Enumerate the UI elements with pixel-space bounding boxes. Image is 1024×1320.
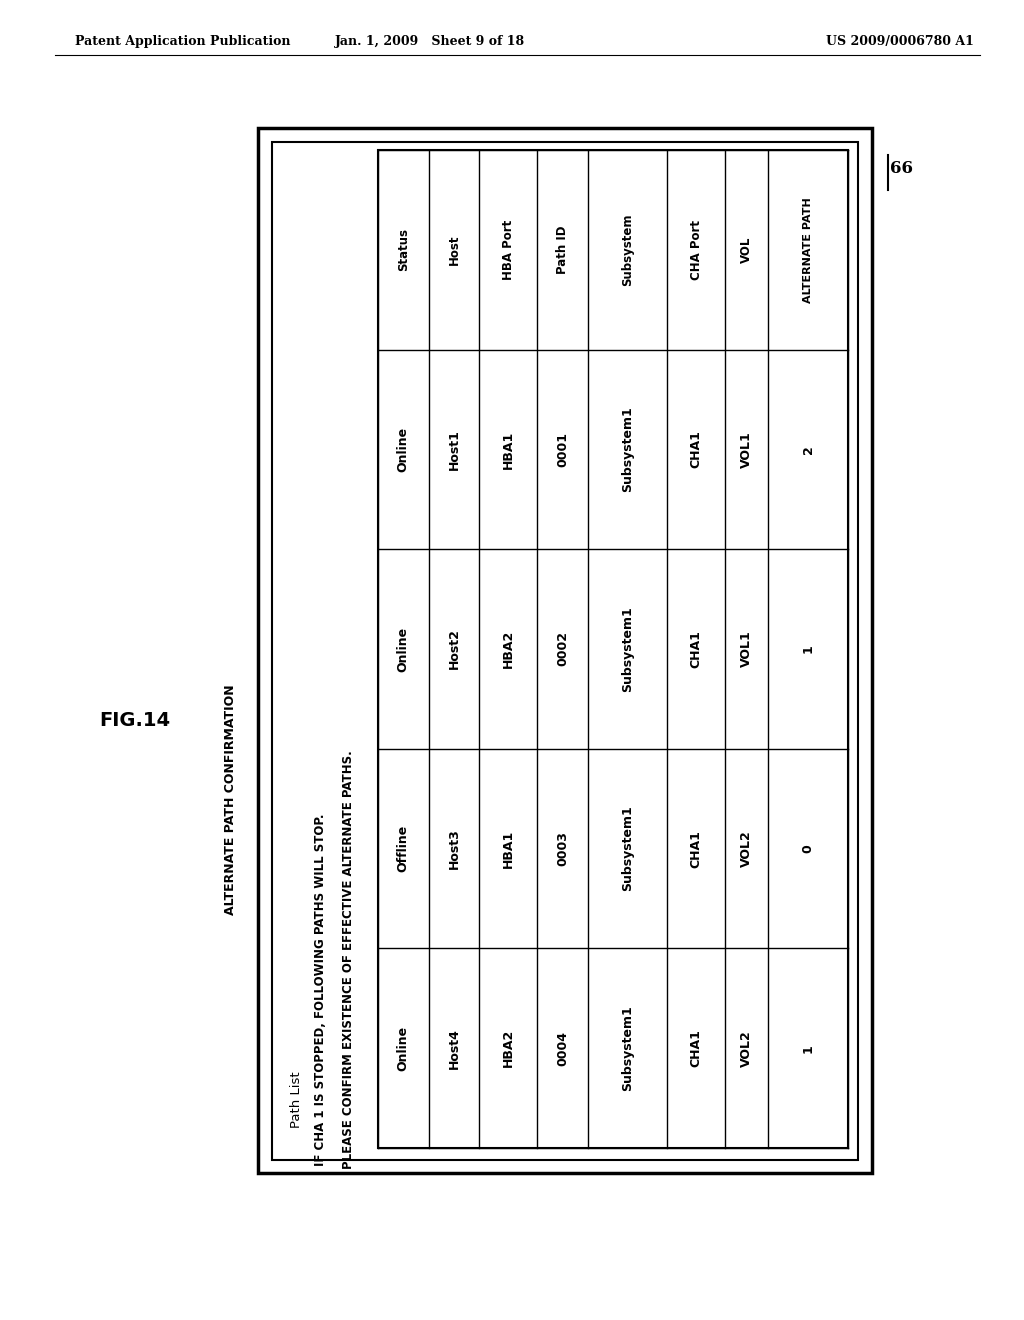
Text: 0004: 0004 bbox=[556, 1031, 569, 1065]
Text: Online: Online bbox=[397, 426, 410, 473]
Text: ALTERNATE PATH: ALTERNATE PATH bbox=[803, 197, 813, 302]
Text: VOL2: VOL2 bbox=[740, 1030, 754, 1067]
Text: Subsystem1: Subsystem1 bbox=[621, 407, 634, 492]
Text: FIG.14: FIG.14 bbox=[99, 710, 171, 730]
Text: HBA Port: HBA Port bbox=[502, 219, 515, 280]
Text: CHA1: CHA1 bbox=[689, 430, 702, 469]
Text: Host3: Host3 bbox=[447, 828, 461, 869]
Text: HBA1: HBA1 bbox=[502, 829, 515, 867]
Text: IF CHA 1 IS STOPPED, FOLLOWING PATHS WILL STOP.: IF CHA 1 IS STOPPED, FOLLOWING PATHS WIL… bbox=[313, 813, 327, 1167]
Text: Online: Online bbox=[397, 1026, 410, 1071]
Text: Online: Online bbox=[397, 627, 410, 672]
Bar bbox=[378, 150, 848, 1148]
Text: VOL1: VOL1 bbox=[740, 432, 754, 467]
Text: CHA1: CHA1 bbox=[689, 830, 702, 867]
Text: 1: 1 bbox=[802, 1044, 815, 1052]
Text: 0001: 0001 bbox=[556, 432, 569, 467]
Text: CHA1: CHA1 bbox=[689, 630, 702, 668]
Text: VOL2: VOL2 bbox=[740, 830, 754, 867]
Text: Subsystem1: Subsystem1 bbox=[621, 805, 634, 891]
Text: Path List: Path List bbox=[290, 1072, 303, 1129]
Text: Jan. 1, 2009   Sheet 9 of 18: Jan. 1, 2009 Sheet 9 of 18 bbox=[335, 36, 525, 49]
Text: Path ID: Path ID bbox=[556, 226, 569, 275]
Text: 66: 66 bbox=[890, 160, 913, 177]
Text: VOL: VOL bbox=[740, 236, 754, 263]
Text: CHA Port: CHA Port bbox=[689, 220, 702, 280]
Text: CHA1: CHA1 bbox=[689, 1030, 702, 1067]
Text: HBA2: HBA2 bbox=[502, 630, 515, 668]
Text: Subsystem1: Subsystem1 bbox=[621, 1006, 634, 1092]
Text: Subsystem: Subsystem bbox=[621, 214, 634, 286]
Text: 2: 2 bbox=[802, 445, 815, 454]
Text: Offline: Offline bbox=[397, 825, 410, 873]
Text: Subsystem1: Subsystem1 bbox=[621, 606, 634, 692]
Text: Host1: Host1 bbox=[447, 429, 461, 470]
Text: 0: 0 bbox=[802, 845, 815, 853]
Bar bbox=[258, 128, 872, 1173]
Text: HBA2: HBA2 bbox=[502, 1030, 515, 1068]
Text: Status: Status bbox=[397, 228, 410, 272]
Text: Patent Application Publication: Patent Application Publication bbox=[75, 36, 291, 49]
Bar bbox=[272, 143, 858, 1160]
Text: Host: Host bbox=[447, 235, 461, 265]
Text: 0002: 0002 bbox=[556, 631, 569, 667]
Text: Host4: Host4 bbox=[447, 1028, 461, 1069]
Text: VOL1: VOL1 bbox=[740, 631, 754, 668]
Text: 1: 1 bbox=[802, 644, 815, 653]
Text: 0003: 0003 bbox=[556, 832, 569, 866]
Text: PLEASE CONFIRM EXISTENCE OF EFFECTIVE ALTERNATE PATHS.: PLEASE CONFIRM EXISTENCE OF EFFECTIVE AL… bbox=[341, 751, 354, 1170]
Text: US 2009/0006780 A1: US 2009/0006780 A1 bbox=[826, 36, 974, 49]
Text: HBA1: HBA1 bbox=[502, 430, 515, 469]
Text: Host2: Host2 bbox=[447, 628, 461, 669]
Text: ALTERNATE PATH CONFIRMATION: ALTERNATE PATH CONFIRMATION bbox=[223, 685, 237, 915]
